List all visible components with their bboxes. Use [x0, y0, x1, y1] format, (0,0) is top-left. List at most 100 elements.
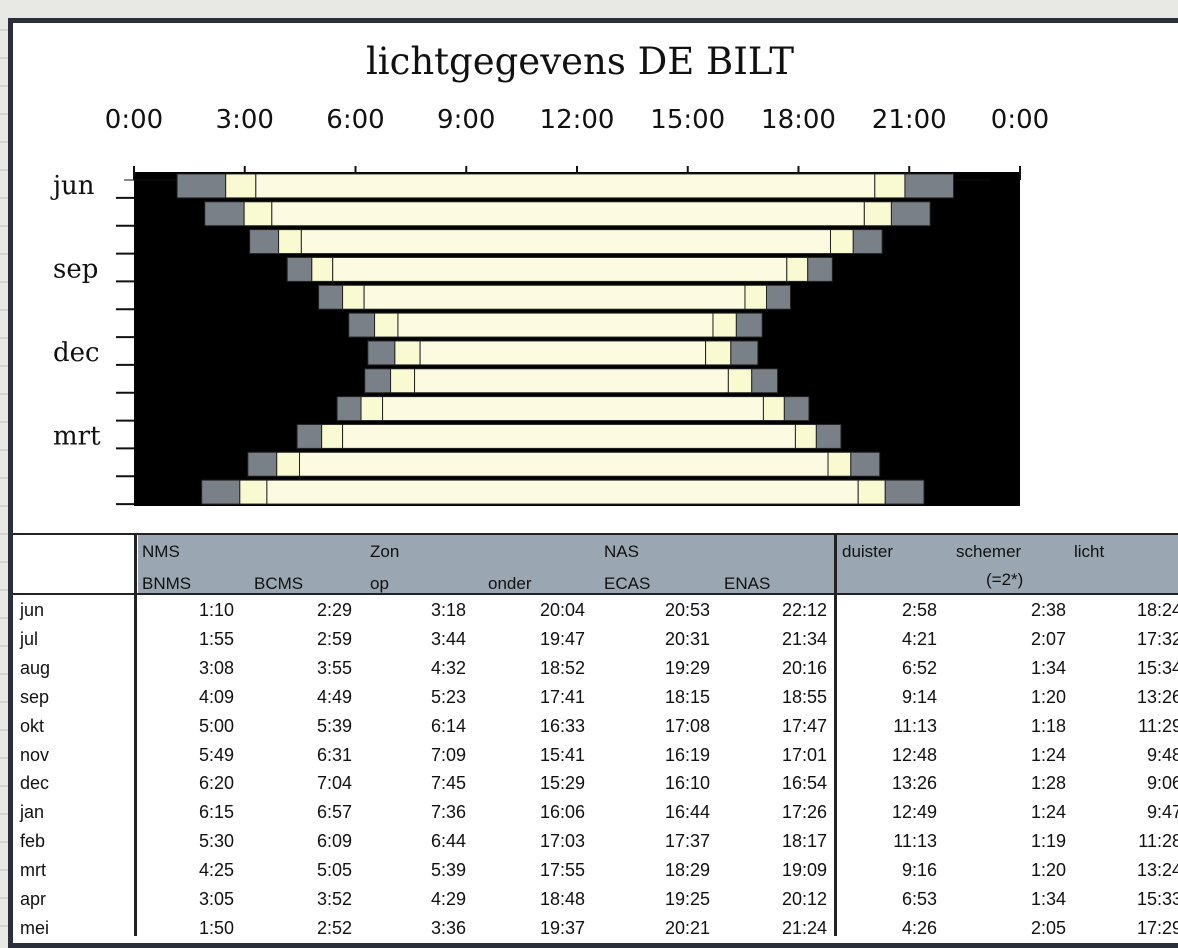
table-top-line: [13, 533, 1178, 535]
table-cell-schemer: 1:18: [1030, 715, 1066, 736]
table-cell-op: 3:44: [430, 628, 466, 649]
nautical-twilight-evening: [807, 256, 833, 282]
table-cell-bcms: 3:52: [316, 889, 352, 909]
table-cell-licht: 17:29: [1136, 917, 1178, 938]
table-row-month: aug: [20, 657, 51, 678]
table-cell-bnms: 1:10: [198, 600, 234, 620]
table-cell-licht: 11:28: [1138, 831, 1178, 852]
table-cell-bcms: 4:49: [316, 686, 352, 707]
table-cell-enas: 20:16: [781, 657, 827, 678]
table-row-month: dec: [20, 773, 50, 794]
table-row-month: apr: [20, 889, 47, 909]
table-cell-duister: 13:26: [891, 773, 937, 794]
table-cell-onder: 15:41: [539, 744, 585, 765]
table-cell-onder: 18:48: [539, 889, 585, 909]
table-row-month: mei: [20, 917, 50, 938]
table-row-month: okt: [20, 715, 45, 736]
table-cell-onder: 19:47: [539, 628, 585, 649]
table-cell-bcms: 2:29: [316, 600, 352, 620]
table-cell-bnms: 5:30: [198, 831, 234, 852]
table-cell-licht: 13:26: [1136, 686, 1178, 707]
table-cell-ecas: 18:29: [664, 860, 710, 881]
x-tick-label: 21:00: [872, 105, 947, 135]
table-cell-bcms: 6:31: [316, 744, 352, 765]
table-cell-op: 6:44: [430, 831, 466, 852]
table-row-month: nov: [20, 744, 50, 765]
table-cell-licht: 15:33: [1136, 889, 1178, 909]
y-month-label: mrt: [53, 421, 101, 451]
table-cell-ecas: 20:31: [664, 628, 710, 649]
table-row-month: jan: [20, 802, 45, 823]
table-cell-bnms: 4:25: [198, 860, 234, 881]
x-tick-label: 0:00: [105, 105, 163, 135]
header-bcms: BCMS: [254, 574, 304, 593]
table-cell-duister: 6:53: [901, 889, 937, 909]
table-cell-enas: 18:55: [781, 686, 827, 707]
row-bar-mrt: [296, 423, 842, 449]
table-cell-duister: 9:14: [901, 686, 937, 707]
table-cell-duister: 6:52: [901, 657, 937, 678]
header-op: op: [370, 574, 389, 593]
table-col-divider-left: [134, 533, 137, 936]
header-onder: onder: [488, 574, 532, 593]
nautical-twilight-evening: [890, 201, 931, 227]
header-nms: NMS: [142, 542, 180, 561]
table-cell-bnms: 4:09: [198, 686, 234, 707]
table-cell-duister: 11:13: [893, 831, 937, 852]
table-cell-licht: 17:32: [1136, 628, 1178, 649]
table-cell-onder: 16:06: [539, 802, 585, 823]
table-cell-ecas: 17:37: [664, 831, 710, 852]
table-cell-enas: 22:12: [781, 600, 827, 620]
table-row-month: mrt: [20, 860, 46, 881]
nautical-twilight-evening: [783, 396, 810, 422]
table-cell-ecas: 16:10: [664, 773, 710, 794]
table-cell-op: 6:14: [430, 715, 466, 736]
table-cell-licht: 11:29: [1138, 715, 1178, 736]
table-header-band: [138, 535, 1178, 593]
header-schemer: schemer: [956, 542, 1022, 561]
table-cell-op: 3:18: [430, 600, 466, 620]
table-cell-schemer: 1:34: [1030, 657, 1066, 678]
daylight-chart: 0:00 3:00 6:00 9:00 12:00 15:00 18:00 21:00 0:00…: [50, 105, 1049, 506]
x-tick-label: 15:00: [650, 105, 725, 135]
table-cell-onder: 17:55: [539, 860, 585, 881]
table-row-month: sep: [20, 686, 50, 707]
table-cell-op: 4:32: [430, 657, 466, 678]
header-duister: duister: [842, 542, 894, 561]
table-cell-ecas: 20:53: [664, 600, 710, 620]
table-cell-bnms: 6:15: [198, 802, 234, 823]
row-bar-feb: [336, 396, 810, 422]
table-cell-bnms: 3:08: [198, 657, 234, 678]
table-cell-licht: 18:24: [1136, 600, 1178, 620]
table-cell-bnms: 6:20: [198, 773, 234, 794]
table-cell-bcms: 6:57: [316, 802, 352, 823]
table-cell-schemer: 1:28: [1030, 773, 1066, 794]
table-header-line: [13, 593, 1178, 595]
nautical-twilight-evening: [904, 173, 955, 199]
table-cell-duister: 4:21: [901, 628, 937, 649]
nautical-twilight-evening: [766, 284, 792, 310]
table-cell-schemer: 2:05: [1030, 917, 1066, 938]
table-cell-op: 5:39: [430, 860, 466, 881]
table-cell-duister: 12:49: [891, 802, 937, 823]
table-cell-schemer: 2:38: [1030, 600, 1066, 620]
table-cell-schemer: 1:19: [1030, 831, 1066, 852]
table-col-divider-summary: [834, 533, 837, 936]
row-bar-jul: [204, 201, 931, 227]
table-row-month: jul: [20, 628, 39, 649]
table-cell-enas: 21:34: [781, 628, 827, 649]
table-cell-enas: 19:09: [781, 860, 827, 881]
table-cell-duister: 9:16: [901, 860, 937, 881]
table-cell-enas: 18:17: [781, 831, 827, 852]
table-cell-op: 7:09: [430, 744, 466, 765]
x-tick-label: 6:00: [326, 105, 384, 135]
y-month-label: dec: [53, 338, 100, 368]
table-cell-onder: 15:29: [539, 773, 585, 794]
x-tick-label: 12:00: [540, 105, 615, 135]
nautical-twilight-evening: [852, 229, 883, 255]
table-cell-bcms: 5:39: [316, 715, 352, 736]
table-row-month: feb: [20, 831, 46, 852]
table-cell-bcms: 2:52: [316, 917, 352, 938]
table-cell-onder: 17:41: [539, 686, 585, 707]
table-cell-ecas: 17:08: [664, 715, 710, 736]
